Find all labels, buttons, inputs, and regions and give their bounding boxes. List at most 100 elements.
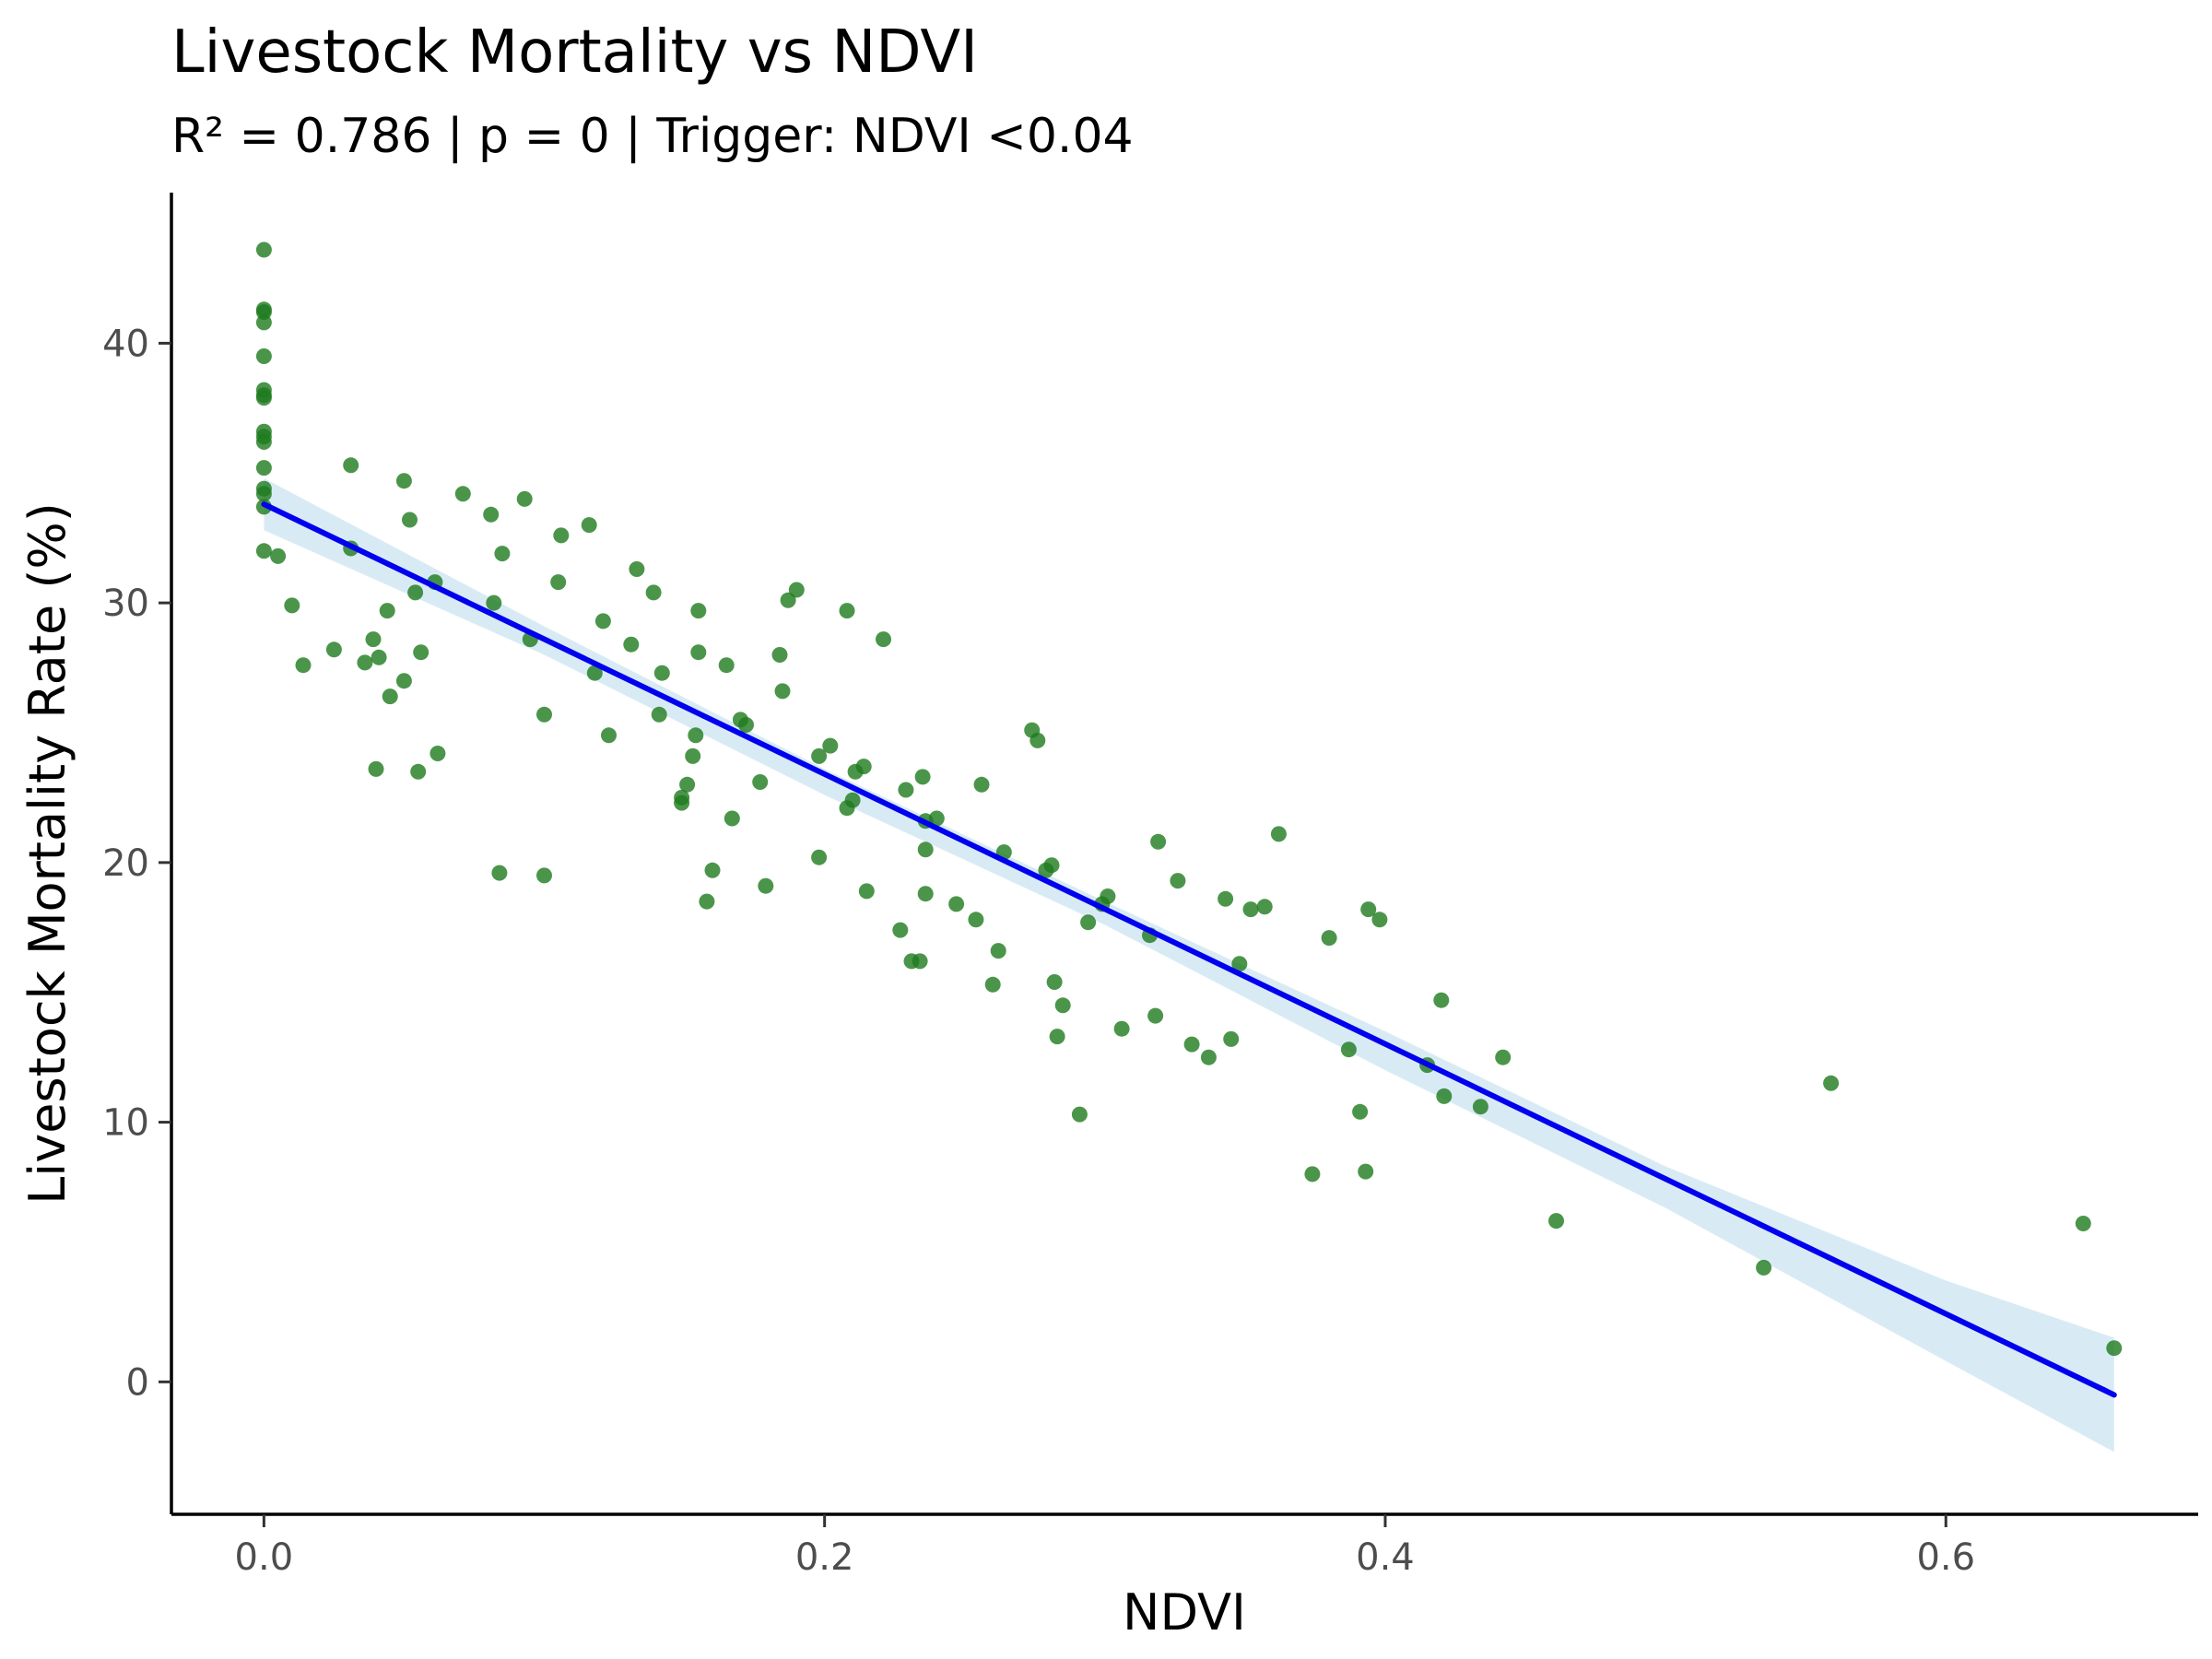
data-point [984,976,1001,993]
data-point [2106,1340,2123,1357]
data-point [788,582,805,598]
data-point [270,547,287,564]
data-point [1043,857,1060,874]
data-point [704,862,721,878]
data-point [968,912,984,928]
data-point [928,810,945,827]
y-axis-ticks: 0 10 20 30 40 [102,323,171,1404]
data-point [917,841,934,858]
x-tick-label: 0.6 [1916,1536,1975,1579]
data-point [255,486,272,502]
data-point [1049,1029,1065,1045]
data-point [771,647,788,663]
data-point [1113,1020,1130,1037]
y-axis-title: Livestock Mortality Rate (%) [18,502,76,1205]
data-point [674,789,690,806]
data-point [973,776,990,793]
data-point [1433,992,1450,1008]
data-point [413,644,429,661]
data-point [343,457,359,474]
data-point [1256,899,1273,915]
plot-area [255,241,2123,1453]
data-point [379,603,395,619]
data-point [601,727,617,744]
data-point [255,241,272,258]
data-point [858,883,875,900]
data-point [368,760,384,777]
data-point [1321,930,1337,947]
data-point [454,486,471,502]
data-point [1223,1030,1240,1047]
chart-title: Livestock Mortality vs NDVI [171,18,978,87]
data-point [550,574,567,591]
data-point [651,706,667,723]
data-point [623,636,640,653]
data-point [724,810,740,827]
data-point [255,348,272,364]
data-point [990,943,1006,959]
data-point [255,460,272,477]
data-point [679,776,696,793]
data-point [917,886,934,902]
data-point [2075,1216,2091,1231]
data-point [822,737,839,754]
data-point [1046,974,1063,990]
regression-line [261,501,2117,1398]
data-point [811,849,828,865]
data-point [407,584,424,601]
data-point [594,613,611,629]
y-tick-label: 30 [102,582,149,625]
data-point [898,782,914,798]
data-point [1436,1088,1453,1104]
data-point [536,706,552,723]
data-point [1472,1099,1488,1115]
data-point [1352,1103,1369,1120]
data-point [1100,888,1116,904]
data-point [1242,901,1259,918]
data-point [752,774,769,790]
data-point [629,561,645,577]
data-point [491,865,508,881]
data-point [586,665,603,681]
data-point [395,473,412,489]
data-point [395,673,412,689]
data-point [1170,873,1186,889]
data-point [1030,732,1046,748]
x-tick-label: 0.2 [795,1536,854,1579]
data-point [255,543,272,559]
data-point [876,631,891,648]
data-point [1823,1075,1840,1091]
data-point [486,594,502,611]
data-point [688,727,704,744]
x-axis-title: NDVI [1123,1583,1246,1641]
y-tick-label: 0 [126,1361,149,1404]
data-point [1548,1213,1564,1230]
data-point [357,654,373,671]
x-tick-label: 0.0 [235,1536,294,1579]
chart-subtitle: R² = 0.786 | p = 0 | Trigger: NDVI <0.04 [171,109,1134,164]
data-point [516,490,533,507]
data-point [1147,1007,1164,1024]
data-point [255,434,272,450]
y-tick-label: 40 [102,323,149,365]
data-point [1218,890,1234,907]
data-point [653,665,670,681]
data-point [429,746,446,761]
data-point [1358,1163,1374,1180]
data-point [1756,1259,1772,1276]
data-point [685,747,701,764]
data-point [948,896,965,912]
data-point [774,683,791,700]
data-point [1304,1166,1321,1182]
data-point [1080,914,1097,931]
data-point [581,517,597,534]
data-point [1054,997,1071,1014]
confidence-band [264,477,2114,1453]
data-point [912,953,928,970]
data-point [690,603,707,619]
data-point [844,792,861,808]
data-point [914,769,931,785]
y-tick-label: 20 [102,842,149,885]
data-point [295,657,312,674]
